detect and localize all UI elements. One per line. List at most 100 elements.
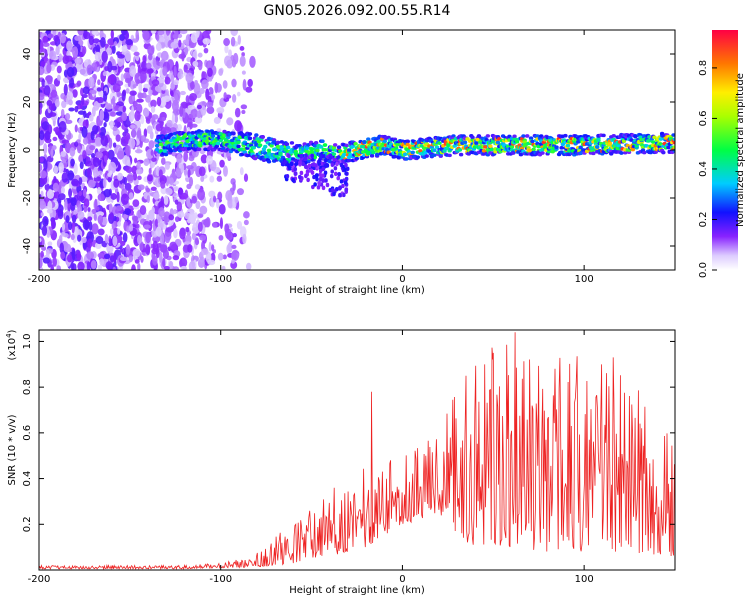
heatmap-cell — [200, 154, 208, 164]
heatmap-cell — [155, 226, 162, 237]
heatmap-cell — [221, 146, 226, 151]
heatmap-cell — [216, 107, 225, 114]
y-tick-label: 1.0 — [22, 333, 33, 349]
heatmap-cell — [287, 153, 291, 159]
heatmap-cell — [125, 88, 130, 94]
heatmap-cell — [201, 79, 209, 90]
heatmap-cell — [299, 153, 304, 159]
heatmap-cell — [89, 89, 97, 94]
heatmap-cell — [58, 53, 63, 63]
heatmap-cell — [129, 223, 134, 233]
heatmap-cell — [71, 221, 75, 234]
heatmap-cell — [163, 126, 172, 134]
heatmap-cell — [150, 186, 157, 191]
heatmap-cell — [44, 130, 51, 141]
heatmap-cell — [619, 151, 624, 155]
heatmap-cell — [194, 116, 203, 124]
heatmap-cell — [88, 76, 95, 88]
heatmap-cell — [320, 139, 325, 144]
heatmap-cell — [366, 151, 371, 156]
heatmap-cell — [138, 82, 143, 92]
heatmap-cell — [319, 154, 323, 159]
heatmap-cell — [77, 30, 84, 36]
heatmap-cell — [298, 160, 302, 165]
heatmap-cell — [595, 145, 600, 149]
heatmap-cell — [82, 45, 87, 55]
heatmap-cell — [168, 138, 174, 143]
heatmap-cell — [131, 165, 137, 175]
heatmap-cell — [310, 162, 315, 168]
heatmap-cell — [83, 198, 90, 208]
heatmap-cell — [156, 96, 162, 107]
spectrogram-x-label: Height of straight line (km) — [289, 285, 425, 296]
heatmap-cell — [52, 257, 57, 267]
heatmap-cell — [162, 257, 166, 268]
heatmap-cell — [234, 120, 242, 132]
heatmap-cell — [68, 99, 73, 106]
snr-exponent: (x104) — [5, 329, 18, 360]
heatmap-cell — [302, 142, 307, 146]
heatmap-cell — [519, 146, 525, 150]
heatmap-cell — [162, 149, 167, 153]
heatmap-cell — [193, 82, 201, 95]
heatmap-cell — [77, 211, 85, 220]
heatmap-cell — [178, 39, 182, 48]
heatmap-cell — [362, 139, 367, 144]
heatmap-cell — [128, 137, 136, 149]
heatmap-cell — [239, 46, 245, 51]
heatmap-cell — [79, 161, 84, 170]
x-tick-label: -100 — [209, 574, 232, 585]
heatmap-cell — [54, 98, 60, 108]
heatmap-cell — [212, 195, 217, 203]
heatmap-cell — [103, 90, 108, 102]
heatmap-cell — [232, 93, 237, 103]
heatmap-cell — [559, 146, 564, 150]
heatmap-cell — [648, 150, 653, 155]
heatmap-cell — [171, 99, 179, 112]
heatmap-cell — [330, 169, 335, 174]
heatmap-cell — [317, 181, 321, 186]
heatmap-cell — [76, 80, 82, 87]
heatmap-cell — [247, 136, 253, 141]
heatmap-cell — [339, 179, 344, 184]
heatmap-cell — [87, 179, 96, 189]
heatmap-cell — [344, 162, 348, 168]
heatmap-cell — [77, 145, 82, 154]
heatmap-cell — [104, 234, 109, 244]
heatmap-cell — [86, 167, 92, 179]
heatmap-cell — [124, 208, 132, 215]
y-tick-label: 0.6 — [22, 425, 33, 441]
heatmap-cell — [68, 188, 73, 198]
heatmap-cell — [40, 51, 45, 58]
heatmap-cell — [194, 79, 198, 85]
heatmap-cell — [174, 216, 180, 223]
heatmap-cell — [410, 150, 415, 155]
spectrogram-y-label: Frequency (Hz) — [7, 112, 18, 188]
heatmap-cell — [170, 41, 179, 49]
heatmap-cell — [170, 73, 175, 84]
heatmap-cell — [148, 140, 155, 149]
heatmap-cell — [199, 205, 208, 215]
heatmap-cell — [652, 135, 657, 140]
heatmap-cell — [128, 255, 134, 263]
heatmap-cell — [321, 166, 326, 172]
heatmap-cell — [60, 232, 66, 237]
heatmap-cell — [123, 214, 128, 221]
heatmap-cell — [168, 214, 175, 221]
heatmap-cell — [322, 147, 328, 152]
heatmap-cell — [130, 124, 136, 129]
heatmap-cell — [346, 158, 352, 163]
heatmap-cell — [179, 227, 186, 240]
heatmap-cell — [116, 92, 122, 97]
heatmap-cell — [64, 113, 71, 121]
x-tick-label: 100 — [575, 574, 594, 585]
heatmap-cell — [322, 143, 328, 147]
heatmap-cell — [146, 125, 153, 134]
heatmap-cell — [92, 38, 100, 44]
heatmap-cell — [48, 112, 57, 117]
heatmap-cell — [81, 96, 85, 106]
heatmap-cell — [140, 71, 147, 83]
heatmap-cell — [199, 234, 207, 241]
heatmap-cell — [331, 188, 335, 193]
heatmap-cell — [124, 50, 131, 62]
